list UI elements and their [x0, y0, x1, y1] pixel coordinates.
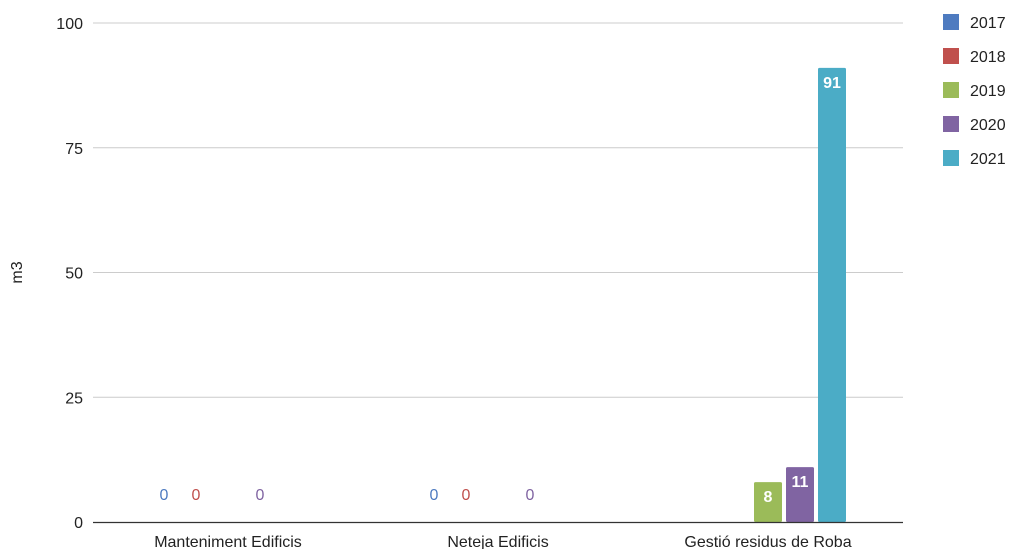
- legend-swatch-2019: [943, 82, 959, 98]
- x-tick-label: Manteniment Edificis: [154, 534, 302, 549]
- data-label: 0: [462, 487, 471, 504]
- legend-label-2021: 2021: [970, 151, 1006, 168]
- legend-label-2019: 2019: [970, 83, 1006, 100]
- gridlines: [93, 22, 903, 398]
- data-label: 11: [792, 474, 809, 491]
- legend-label-2017: 2017: [970, 15, 1006, 32]
- legend-swatch-2017: [943, 14, 959, 30]
- y-tick-label: 0: [74, 515, 83, 532]
- legend-swatch-2021: [943, 150, 959, 166]
- legend-swatch-2020: [943, 116, 959, 132]
- y-axis-label: m3: [9, 261, 26, 283]
- data-label: 0: [192, 487, 201, 504]
- data-label: 91: [823, 75, 841, 92]
- legend-label-2018: 2018: [970, 49, 1006, 66]
- legend: 2017 2018 2019 2020 2021: [943, 14, 1006, 168]
- data-label: 8: [764, 489, 773, 506]
- legend-swatch-2018: [943, 48, 959, 64]
- bar-2019-3: [754, 482, 782, 522]
- data-labels: 0 0 0 0 0 0 8 11 91: [160, 75, 841, 506]
- x-tick-label: Neteja Edificis: [447, 534, 548, 549]
- data-label: 0: [430, 487, 439, 504]
- y-tick-label: 25: [65, 390, 83, 407]
- axes: 0 25 50 75 100 m3 Manteniment Edificis Neteja E…: [9, 16, 903, 549]
- bar-2020-3: [786, 467, 814, 522]
- y-tick-label: 50: [65, 266, 83, 283]
- bars: [754, 67, 846, 522]
- x-tick-label: Gestió residus de Roba: [684, 534, 851, 549]
- data-label: 0: [256, 487, 265, 504]
- legend-label-2020: 2020: [970, 117, 1006, 134]
- data-label: 0: [526, 487, 535, 504]
- data-label: 0: [160, 487, 169, 504]
- y-tick-label: 100: [56, 16, 83, 33]
- y-tick-label: 75: [65, 141, 83, 158]
- bar-2021-3: [818, 67, 846, 522]
